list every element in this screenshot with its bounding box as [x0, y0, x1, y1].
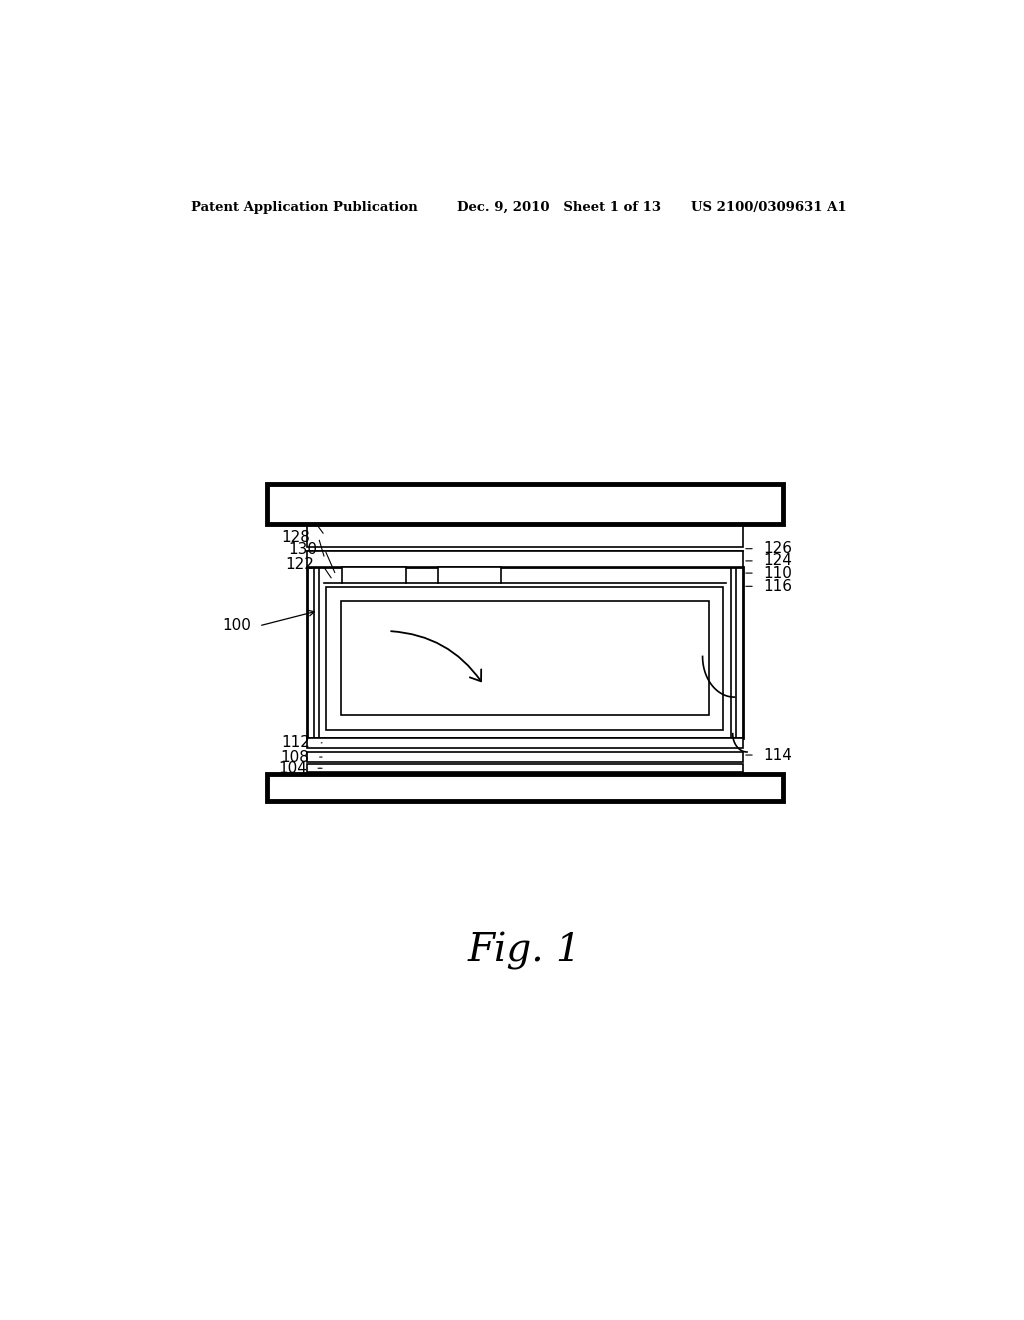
Text: 104: 104	[279, 760, 307, 776]
Text: 102: 102	[272, 780, 301, 795]
FancyArrowPatch shape	[391, 631, 481, 681]
Text: 110: 110	[763, 565, 792, 581]
Text: 112: 112	[282, 735, 310, 750]
Bar	[341, 601, 709, 715]
Text: 126: 126	[763, 541, 792, 556]
Text: 122: 122	[286, 557, 314, 573]
Text: 116: 116	[763, 578, 792, 594]
Bar	[306, 752, 743, 762]
Bar	[437, 568, 501, 583]
Bar	[306, 568, 743, 738]
Bar	[306, 764, 743, 772]
Text: 150: 150	[269, 483, 299, 498]
Text: 108: 108	[281, 750, 309, 764]
Bar	[327, 587, 723, 730]
Bar	[306, 738, 743, 748]
Text: 124: 124	[763, 553, 792, 569]
Bar	[267, 483, 782, 524]
Text: Dec. 9, 2010   Sheet 1 of 13: Dec. 9, 2010 Sheet 1 of 13	[458, 201, 662, 214]
Text: 140: 140	[273, 508, 303, 524]
Text: 100: 100	[222, 619, 251, 634]
Bar	[267, 775, 782, 801]
Text: 130: 130	[288, 543, 316, 557]
Bar	[342, 568, 406, 583]
Text: 128: 128	[282, 531, 310, 545]
Text: Patent Application Publication: Patent Application Publication	[191, 201, 418, 214]
Bar	[306, 550, 743, 568]
Bar	[306, 524, 743, 546]
Text: 114: 114	[763, 747, 792, 763]
Text: US 2100/0309631 A1: US 2100/0309631 A1	[691, 201, 847, 214]
Text: Fig. 1: Fig. 1	[468, 932, 582, 970]
